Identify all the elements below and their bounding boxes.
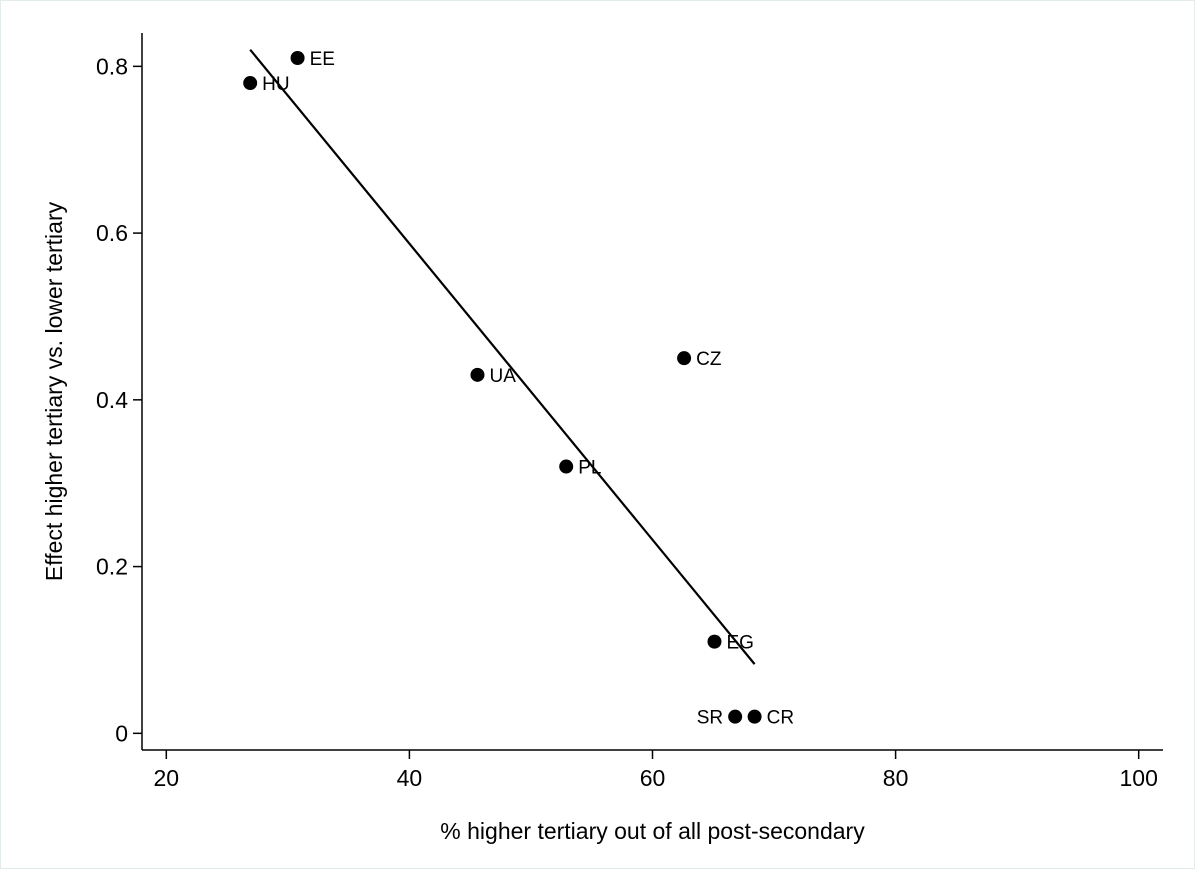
point-label: SR [697, 708, 723, 729]
data-point [290, 51, 305, 66]
data-point [559, 459, 574, 474]
point-label: CR [767, 708, 794, 729]
point-label: EE [310, 49, 335, 70]
point-label: EG [726, 633, 753, 654]
point-label: CZ [696, 349, 722, 370]
axes: 0 0.2 0.4 0.6 0.8 20 40 60 80 100 [96, 33, 1163, 791]
data-point [243, 76, 258, 91]
x-tick-label: 40 [397, 765, 423, 791]
y-axis-title: Effect higher tertiary vs. lower tertiar… [41, 201, 67, 581]
x-axis-title: % higher tertiary out of all post-second… [440, 818, 865, 844]
y-tick-label: 0.6 [96, 220, 128, 246]
fit-line [249, 48, 756, 665]
point-label: PL [578, 458, 601, 479]
data-point [747, 709, 762, 724]
data-point [728, 709, 743, 724]
y-tick-label: 0.4 [96, 387, 128, 413]
x-tick-label: 20 [154, 765, 180, 791]
y-tick-label: 0.8 [96, 53, 128, 79]
data-point [470, 367, 485, 382]
fit-line-group [249, 48, 756, 665]
point-label: HU [262, 74, 289, 95]
data-points: EE HU CZ UA PL EG SR CR [243, 49, 794, 729]
data-point [707, 634, 722, 649]
y-tick-label: 0 [115, 720, 128, 746]
x-tick-label: 80 [883, 765, 909, 791]
data-point [677, 351, 692, 366]
point-label: UA [489, 366, 516, 387]
x-tick-label: 60 [640, 765, 666, 791]
x-tick-label: 100 [1120, 765, 1158, 791]
y-tick-label: 0.2 [96, 554, 128, 580]
